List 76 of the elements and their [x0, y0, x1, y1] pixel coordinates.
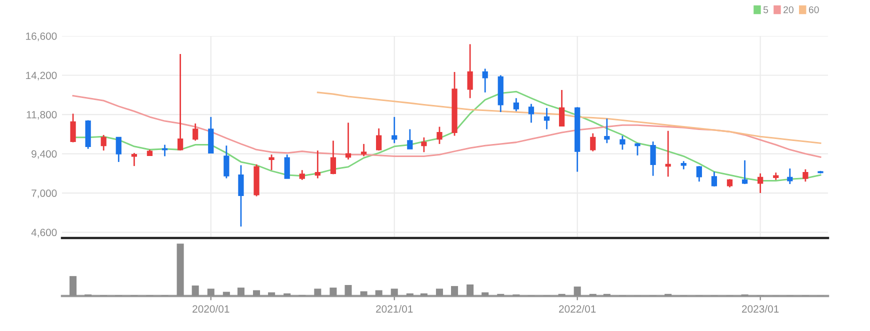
- y-tick-label: 7,000: [32, 190, 57, 198]
- candlestick: [238, 164, 244, 228]
- x-tick-label: 2023/01: [742, 305, 779, 313]
- bar: [406, 293, 414, 296]
- bar: [222, 292, 230, 296]
- y-tick-label: 4,600: [31, 228, 57, 238]
- candlestick: [742, 160, 748, 185]
- bar: [436, 288, 443, 296]
- bar: [192, 286, 199, 296]
- legend-label: 60: [808, 6, 819, 14]
- candlestick: [70, 112, 76, 144]
- candlestick: [376, 128, 382, 152]
- line-series: [316, 92, 822, 144]
- y-tick-label: 14,200: [26, 72, 57, 80]
- candlestick: [436, 126, 442, 145]
- candlestick: [558, 89, 565, 127]
- bar: [482, 292, 489, 296]
- candlestick: [192, 122, 198, 142]
- candlestick: [787, 168, 793, 185]
- candlestick: [268, 154, 274, 171]
- y-tick-label: 11,800: [26, 111, 57, 120]
- bar: [390, 288, 398, 296]
- candlestick: [711, 171, 718, 188]
- bar: [344, 284, 352, 296]
- candlestick: [299, 169, 305, 181]
- legend-label: 20: [784, 6, 794, 14]
- candlestick: [131, 152, 137, 167]
- bar: [70, 276, 77, 296]
- bar: [284, 293, 291, 296]
- y-tick-label: 9,400: [32, 150, 57, 159]
- candlestick: [665, 130, 671, 178]
- candlestick: [604, 118, 610, 144]
- bar: [207, 288, 214, 296]
- x-tick-label: 2022/01: [559, 305, 596, 313]
- candlestick: [421, 136, 427, 153]
- candlestick: [360, 143, 367, 157]
- candlestick: [178, 53, 184, 152]
- candlestick: [407, 128, 413, 150]
- candlestick: [284, 154, 290, 179]
- candlestick: [758, 172, 764, 194]
- legend-label: 5: [763, 6, 768, 14]
- bar: [268, 292, 276, 296]
- bar: [253, 290, 260, 296]
- candlestick: [392, 116, 398, 144]
- bar: [574, 286, 581, 296]
- candlestick: [208, 116, 214, 154]
- candlestick: [590, 132, 596, 152]
- candlestick: [330, 140, 336, 175]
- candlestick: [620, 135, 626, 150]
- candlestick: [224, 144, 230, 179]
- y-tick-label: 16,600: [26, 32, 57, 42]
- bar: [420, 293, 428, 296]
- candlestick: [513, 97, 519, 112]
- line-series: [72, 94, 822, 158]
- candlestick: [482, 68, 488, 94]
- candlestick: [314, 150, 320, 179]
- bar: [237, 288, 244, 296]
- candlestick: [544, 107, 550, 130]
- x-tick-label: 2021/01: [376, 305, 413, 313]
- bar: [176, 244, 184, 296]
- candlestick: [345, 122, 352, 160]
- bar: [451, 286, 458, 296]
- bar: [466, 284, 474, 296]
- bar: [360, 291, 368, 296]
- bar: [330, 288, 337, 296]
- bar: [375, 290, 382, 296]
- x-tick-label: 2020/01: [192, 305, 230, 313]
- candlestick: [802, 168, 808, 182]
- bar: [314, 288, 322, 296]
- candlestick: [467, 43, 473, 99]
- candlestick: [696, 165, 702, 182]
- candlestick: [116, 136, 122, 163]
- candlestick: [528, 103, 534, 124]
- candlestick: [100, 134, 106, 152]
- candlestick: [634, 142, 640, 156]
- candlestick: [650, 140, 656, 177]
